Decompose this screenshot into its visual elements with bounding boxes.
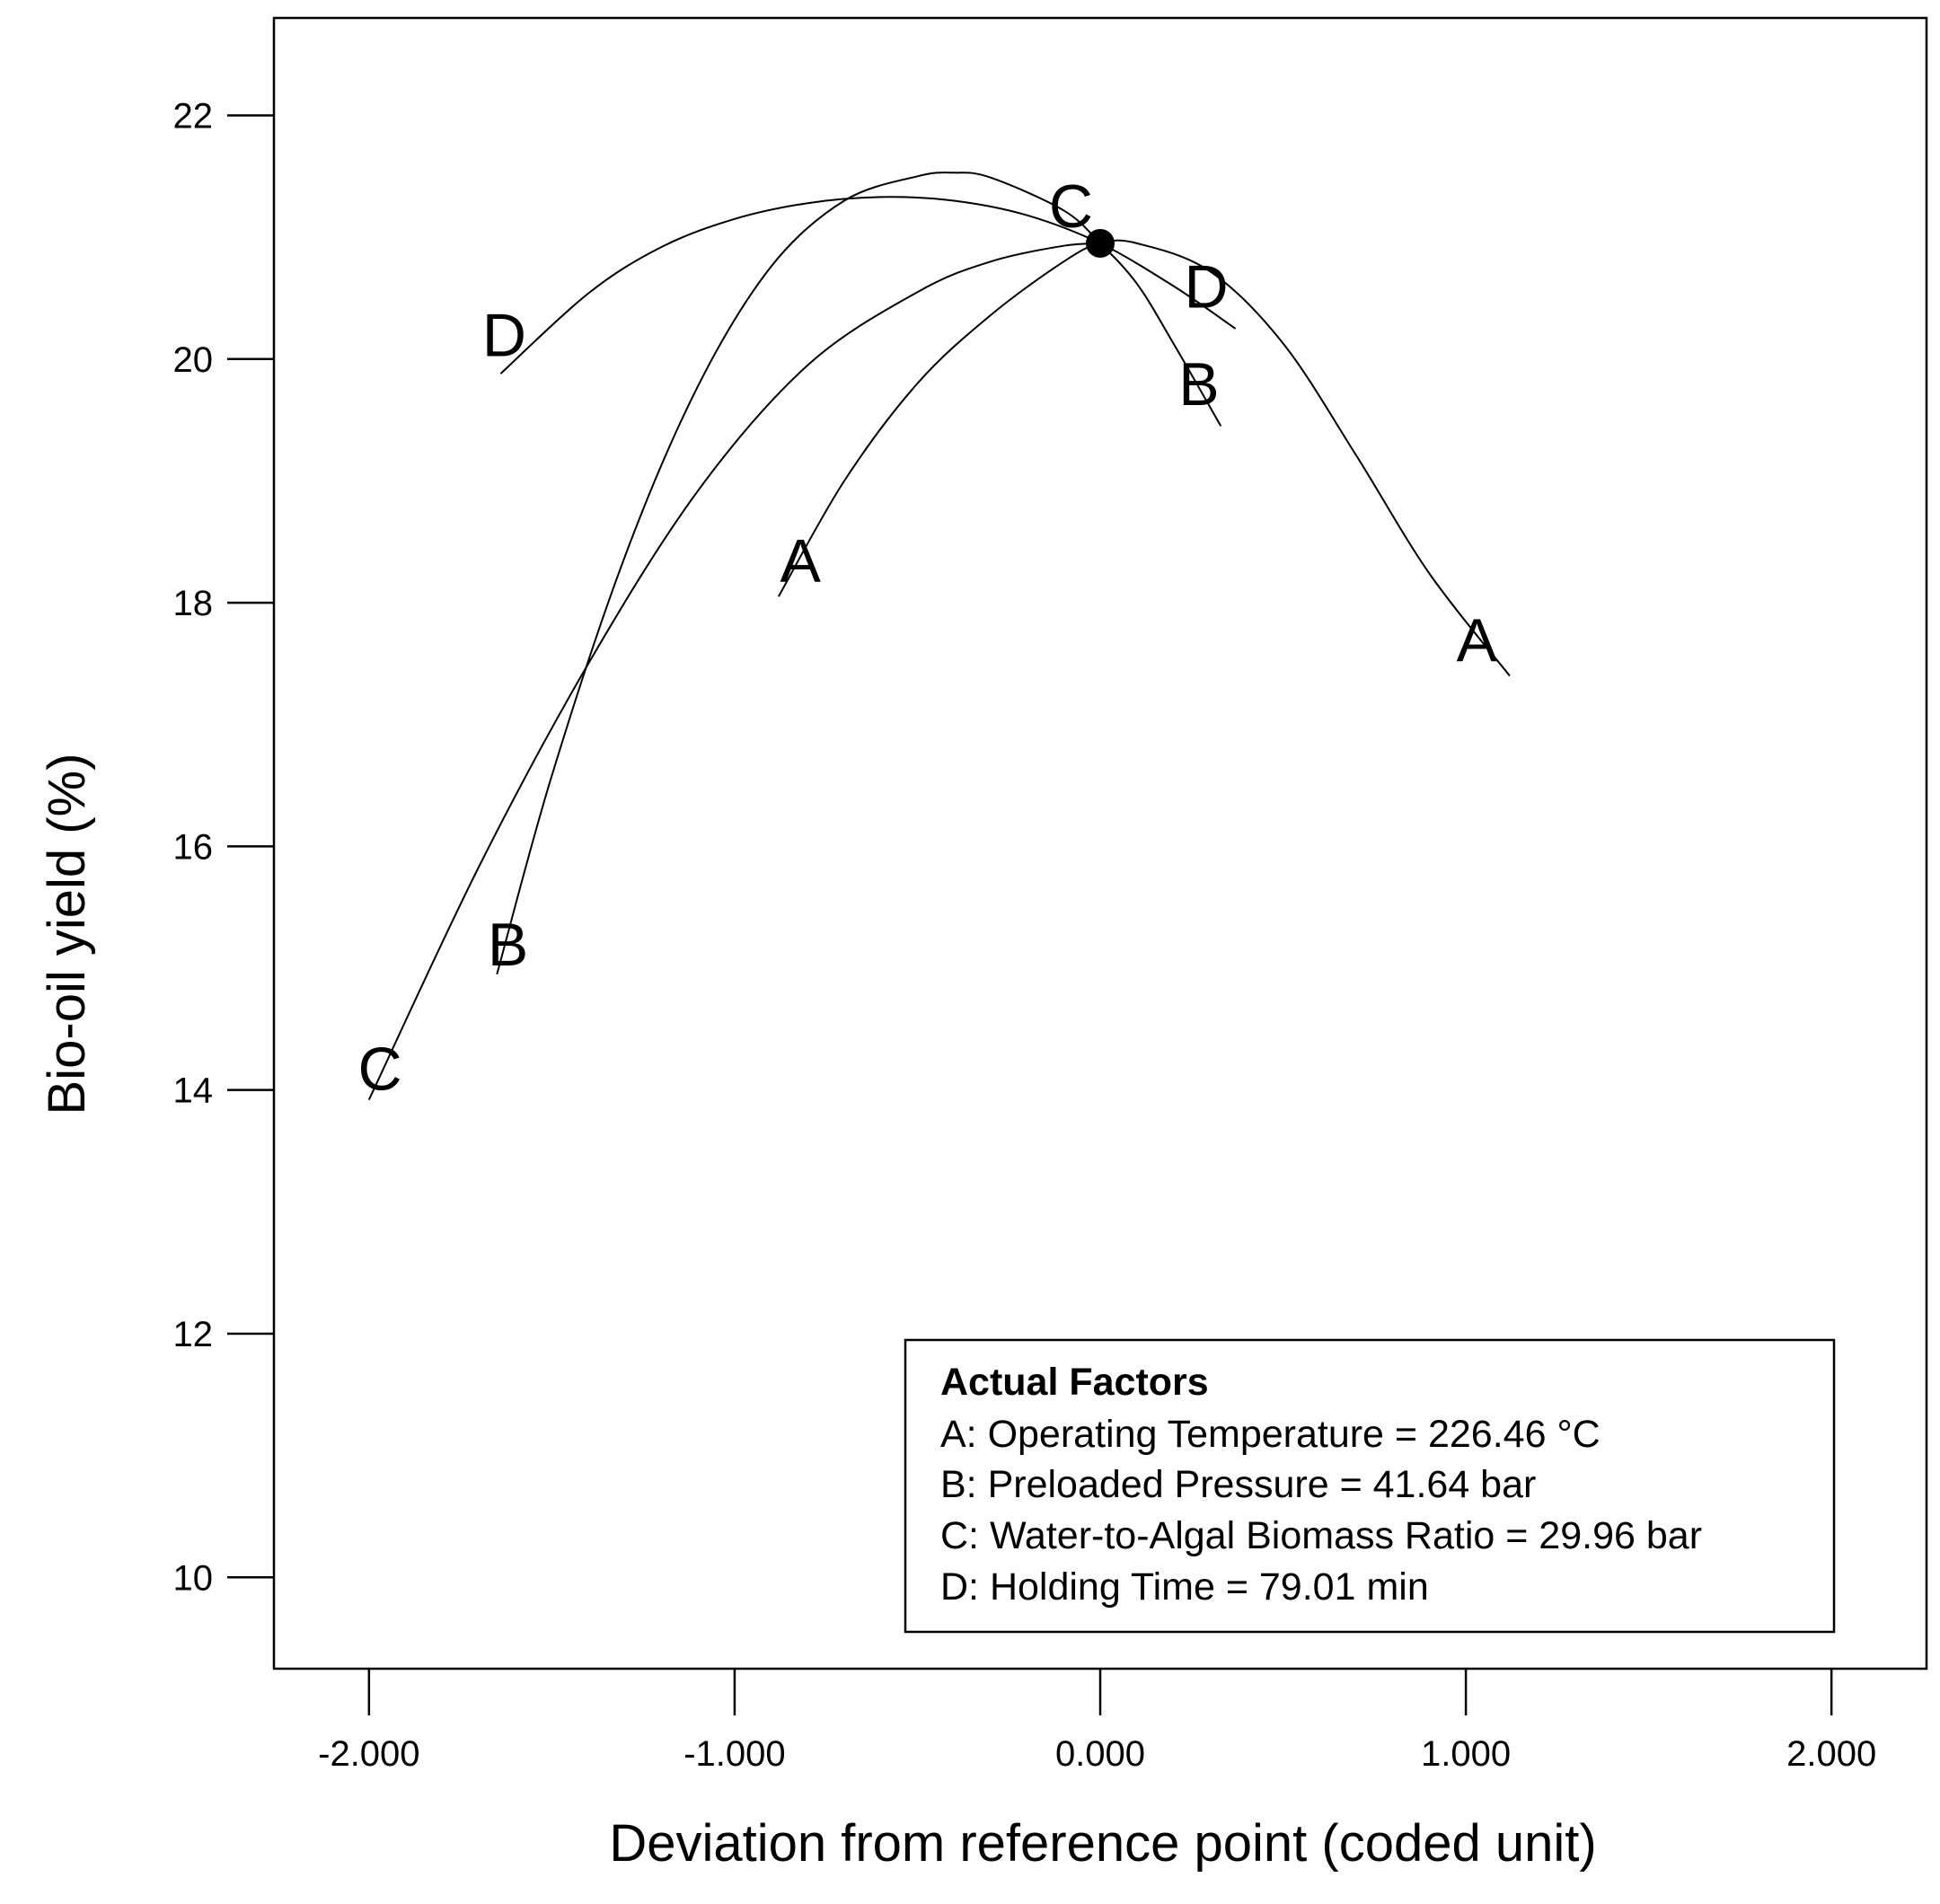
x-axis: -2.000 -1.000 0.000 1.000 2.000 (318, 1669, 1876, 1774)
y-tick-label: 22 (173, 97, 214, 137)
y-tick-label: 20 (173, 340, 214, 380)
legend: Actual Factors A: Operating Temperature … (904, 1338, 1836, 1634)
series-line-b (496, 172, 1222, 975)
curve-label-b: B (488, 911, 528, 979)
y-tick-label: 18 (173, 584, 214, 623)
curve-label-d: D (1184, 252, 1228, 321)
legend-title: Actual Factors (940, 1361, 1209, 1404)
y-axis: 10 12 14 16 18 20 22 (173, 97, 274, 1598)
legend-line-d: D: Holding Time = 79.01 min (940, 1565, 1429, 1609)
y-tick-label: 12 (173, 1315, 214, 1354)
curve-label-c: C (357, 1035, 401, 1103)
legend-line-a: A: Operating Temperature = 226.46 °C (940, 1413, 1600, 1456)
x-tick-label: -1.000 (683, 1734, 785, 1774)
series-line-d (499, 196, 1237, 375)
y-tick-label: 14 (173, 1071, 214, 1111)
curve-label-d: D (482, 302, 526, 370)
legend-line-b: B: Preloaded Pressure = 41.64 bar (940, 1463, 1536, 1506)
curve-label-c: C (1049, 172, 1093, 241)
y-tick-label: 16 (173, 827, 214, 867)
series-line-a (777, 239, 1511, 677)
curve-label-b: B (1178, 350, 1219, 419)
curve-label-a: A (780, 527, 822, 595)
x-tick-label: 2.000 (1786, 1734, 1876, 1774)
series-lines (367, 172, 1511, 1100)
y-axis-title: Bio-oil yield (%) (38, 754, 96, 1115)
reference-point (1086, 228, 1115, 258)
y-tick-label: 10 (173, 1558, 214, 1598)
x-tick-label: 1.000 (1421, 1734, 1511, 1774)
x-axis-title: Deviation from reference point (coded un… (609, 1814, 1596, 1873)
legend-line-c: C: Water-to-Algal Biomass Ratio = 29.96 … (940, 1514, 1702, 1557)
series-line-c (367, 242, 1101, 1100)
legend-box (904, 1338, 1836, 1634)
curve-label-a: A (1457, 606, 1498, 674)
x-tick-label: 0.000 (1055, 1734, 1145, 1774)
x-tick-label: -2.000 (318, 1734, 419, 1774)
